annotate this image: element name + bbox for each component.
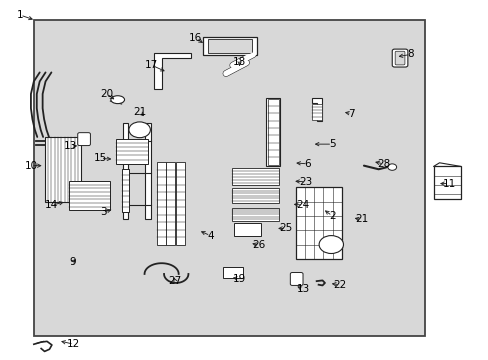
Text: 6: 6 [304,159,310,169]
Bar [122,123,128,220]
Bar [207,39,251,53]
Text: 25: 25 [279,224,292,233]
Bar [122,169,129,212]
Text: 3: 3 [100,207,106,217]
Bar [69,181,110,211]
Text: 4: 4 [206,231,213,240]
Text: 18: 18 [232,57,246,67]
Bar [116,139,148,164]
Text: 26: 26 [252,240,265,250]
Text: 28: 28 [376,159,389,169]
Text: 5: 5 [328,139,335,149]
Text: 21: 21 [133,107,146,117]
Text: 17: 17 [145,60,158,70]
Text: 9: 9 [69,257,76,267]
Bar [166,162,175,244]
Text: 10: 10 [24,161,38,171]
Bar [295,187,341,259]
Bar [157,162,165,244]
Bar [176,162,184,244]
Bar [222,267,243,278]
Ellipse shape [111,96,124,104]
Circle shape [319,235,343,253]
Bar [311,104,321,120]
Text: 12: 12 [67,339,81,349]
Text: 13: 13 [296,284,309,294]
Bar [232,188,278,203]
Text: 14: 14 [45,200,59,210]
Bar [232,208,278,221]
Circle shape [387,164,396,170]
Text: 2: 2 [328,211,335,221]
Bar [433,166,460,199]
Text: 20: 20 [100,89,113,99]
Text: 24: 24 [296,200,309,210]
Bar [145,123,151,220]
Text: 16: 16 [189,33,202,43]
Text: 15: 15 [94,153,107,163]
Bar [34,21,424,336]
Polygon shape [311,98,321,121]
Bar [44,137,81,202]
Text: 23: 23 [298,177,311,187]
Text: 8: 8 [406,49,413,59]
FancyBboxPatch shape [78,133,90,145]
Text: 21: 21 [354,215,367,224]
Text: 1: 1 [17,10,23,20]
Bar [232,168,278,185]
Bar [233,223,260,235]
Text: 19: 19 [232,274,246,284]
Bar [267,99,278,165]
Circle shape [129,122,150,138]
Bar [203,37,256,55]
FancyBboxPatch shape [290,273,303,285]
Text: 7: 7 [348,109,354,119]
Bar [266,98,280,166]
Text: 11: 11 [442,179,455,189]
Text: 22: 22 [332,280,346,290]
Text: 13: 13 [63,141,77,151]
Polygon shape [154,53,190,89]
FancyBboxPatch shape [394,51,404,65]
FancyBboxPatch shape [391,49,407,67]
Text: 27: 27 [168,276,182,286]
